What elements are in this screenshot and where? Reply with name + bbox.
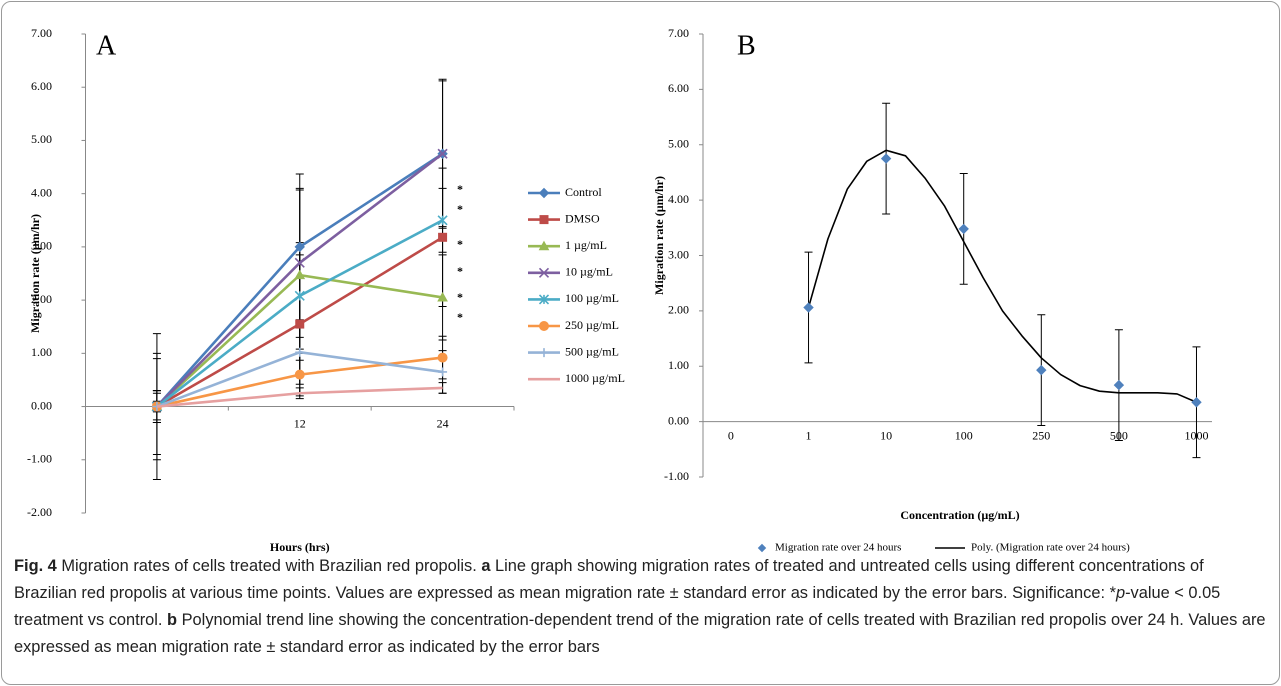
- legend-label: 10 µg/mL: [565, 265, 613, 279]
- marker: [294, 269, 306, 280]
- marker: [539, 348, 549, 358]
- y-tick-label: -1.00: [27, 452, 52, 466]
- marker: [538, 240, 550, 251]
- legend-label: DMSO: [565, 211, 600, 225]
- x-axis-title: Hours (hrs): [270, 540, 330, 554]
- y-tick-label: 1.00: [668, 358, 689, 372]
- y-tick-label: 5.00: [668, 137, 689, 151]
- y-tick-label: 6.00: [668, 81, 689, 95]
- y-tick-label: -2.00: [27, 505, 52, 519]
- y-tick-label: 7.00: [668, 26, 689, 40]
- caption-panel: a: [481, 557, 491, 575]
- marker: [538, 267, 550, 278]
- significance-mark: *: [457, 202, 463, 216]
- marker: [438, 367, 448, 377]
- y-tick-label: 5.00: [31, 132, 52, 146]
- marker: [437, 352, 448, 363]
- caption-label: Fig. 4: [14, 557, 57, 575]
- marker: [295, 319, 305, 329]
- caption-text: -value < 0.05 treatment vs control.: [14, 584, 1221, 629]
- marker: [294, 290, 305, 301]
- caption-text: Line graph showing migration rates of tr…: [14, 557, 1204, 602]
- marker: [538, 294, 550, 305]
- legend-label: Poly. (Migration rate over 24 hours): [971, 542, 1130, 554]
- y-tick-label: 2.00: [31, 292, 52, 306]
- x-tick-label: 12: [294, 416, 306, 430]
- marker: [539, 215, 549, 225]
- significance-mark: *: [457, 310, 463, 324]
- marker: [880, 153, 892, 164]
- legend-label: 500 µg/mL: [565, 344, 619, 358]
- significance-mark: *: [457, 237, 463, 251]
- marker: [295, 347, 305, 357]
- y-tick-label: 0.00: [668, 413, 689, 427]
- marker: [1036, 364, 1047, 376]
- significance-mark: *: [457, 182, 463, 196]
- series-line: [156, 386, 443, 408]
- y-tick-label: -1.00: [664, 469, 689, 483]
- significance-mark: *: [457, 264, 463, 278]
- caption-text: Migration rates of cells treated with Br…: [61, 557, 477, 575]
- legend-label: 1000 µg/mL: [565, 371, 625, 385]
- y-axis-title: Migration rate (µm/hr): [28, 214, 42, 333]
- legend-label: Control: [565, 185, 602, 199]
- x-tick-label: 10: [880, 428, 892, 442]
- marker: [437, 291, 448, 302]
- x-tick-label: 24: [437, 416, 449, 430]
- trend-line: [807, 149, 1197, 403]
- marker: [803, 302, 814, 313]
- marker: [538, 187, 550, 199]
- caption-panel: b: [167, 611, 178, 629]
- marker: [438, 232, 448, 242]
- marker: [757, 543, 767, 553]
- x-tick-label: 100: [955, 428, 973, 442]
- marker: [1191, 397, 1202, 408]
- panel-label: A: [96, 30, 117, 61]
- y-tick-label: 4.00: [668, 192, 689, 206]
- significance-mark: *: [457, 290, 463, 304]
- y-tick-label: 1.00: [31, 345, 52, 359]
- marker: [958, 223, 969, 235]
- y-axis-title: Migration rate (µm/hr): [652, 176, 666, 295]
- x-tick-label: 1: [806, 428, 812, 442]
- marker: [539, 321, 549, 331]
- legend-label: 1 µg/mL: [565, 238, 607, 252]
- y-tick-label: 0.00: [31, 398, 52, 412]
- marker: [437, 148, 448, 159]
- x-axis-title: Concentration (µg/mL): [900, 508, 1019, 522]
- y-tick-label: 4.00: [31, 185, 52, 199]
- marker: [294, 369, 305, 380]
- y-tick-label: 7.00: [31, 26, 52, 40]
- panel-label: B: [737, 30, 756, 61]
- caption-italic: p: [1115, 584, 1126, 602]
- y-tick-label: 3.00: [668, 247, 689, 261]
- y-tick-label: 6.00: [31, 79, 52, 93]
- y-tick-label: 2.00: [668, 303, 689, 317]
- x-tick-label: 250: [1032, 428, 1050, 442]
- caption-text: Polynomial trend line showing the concen…: [14, 611, 1266, 656]
- caption: Fig. 4 Migration rates of cells treated …: [14, 553, 1269, 661]
- legend-label: 100 µg/mL: [565, 291, 619, 305]
- x-tick-label: 0: [728, 428, 734, 442]
- y-tick-label: 3.00: [31, 239, 52, 253]
- legend-label: 250 µg/mL: [565, 318, 619, 332]
- figure: A -2.00 -1.00 0.00 1.00 2.00 3.00 4.00 5.00 6.00 7…: [27, 26, 1212, 554]
- legend-label: Migration rate over 24 hours: [775, 542, 901, 554]
- marker: [294, 241, 305, 253]
- marker: [294, 257, 305, 268]
- marker: [1113, 379, 1125, 391]
- marker: [437, 215, 448, 226]
